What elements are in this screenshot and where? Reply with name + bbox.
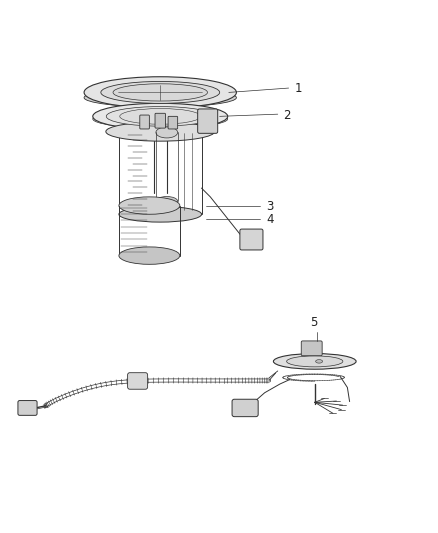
FancyBboxPatch shape bbox=[301, 341, 322, 356]
FancyBboxPatch shape bbox=[232, 399, 258, 417]
Ellipse shape bbox=[93, 110, 228, 128]
Text: 5: 5 bbox=[310, 316, 318, 329]
Ellipse shape bbox=[316, 360, 322, 363]
Ellipse shape bbox=[120, 109, 201, 124]
Ellipse shape bbox=[106, 122, 215, 141]
FancyBboxPatch shape bbox=[18, 400, 37, 415]
Ellipse shape bbox=[84, 77, 237, 108]
FancyBboxPatch shape bbox=[198, 109, 218, 133]
Text: 4: 4 bbox=[266, 213, 273, 226]
Ellipse shape bbox=[106, 107, 214, 126]
FancyBboxPatch shape bbox=[240, 229, 263, 250]
FancyBboxPatch shape bbox=[155, 114, 166, 128]
FancyBboxPatch shape bbox=[140, 115, 149, 129]
Ellipse shape bbox=[113, 84, 208, 101]
Ellipse shape bbox=[119, 247, 180, 264]
Ellipse shape bbox=[119, 197, 180, 214]
Ellipse shape bbox=[119, 206, 201, 222]
Ellipse shape bbox=[156, 127, 178, 138]
Text: 2: 2 bbox=[283, 109, 291, 122]
Ellipse shape bbox=[286, 356, 343, 367]
Ellipse shape bbox=[119, 125, 201, 140]
Ellipse shape bbox=[156, 197, 178, 206]
Ellipse shape bbox=[273, 353, 356, 369]
Text: 3: 3 bbox=[266, 200, 273, 213]
FancyBboxPatch shape bbox=[127, 373, 148, 389]
Text: 1: 1 bbox=[294, 83, 302, 95]
Ellipse shape bbox=[101, 82, 219, 103]
Ellipse shape bbox=[84, 88, 237, 107]
FancyBboxPatch shape bbox=[168, 116, 178, 129]
Ellipse shape bbox=[93, 103, 228, 130]
